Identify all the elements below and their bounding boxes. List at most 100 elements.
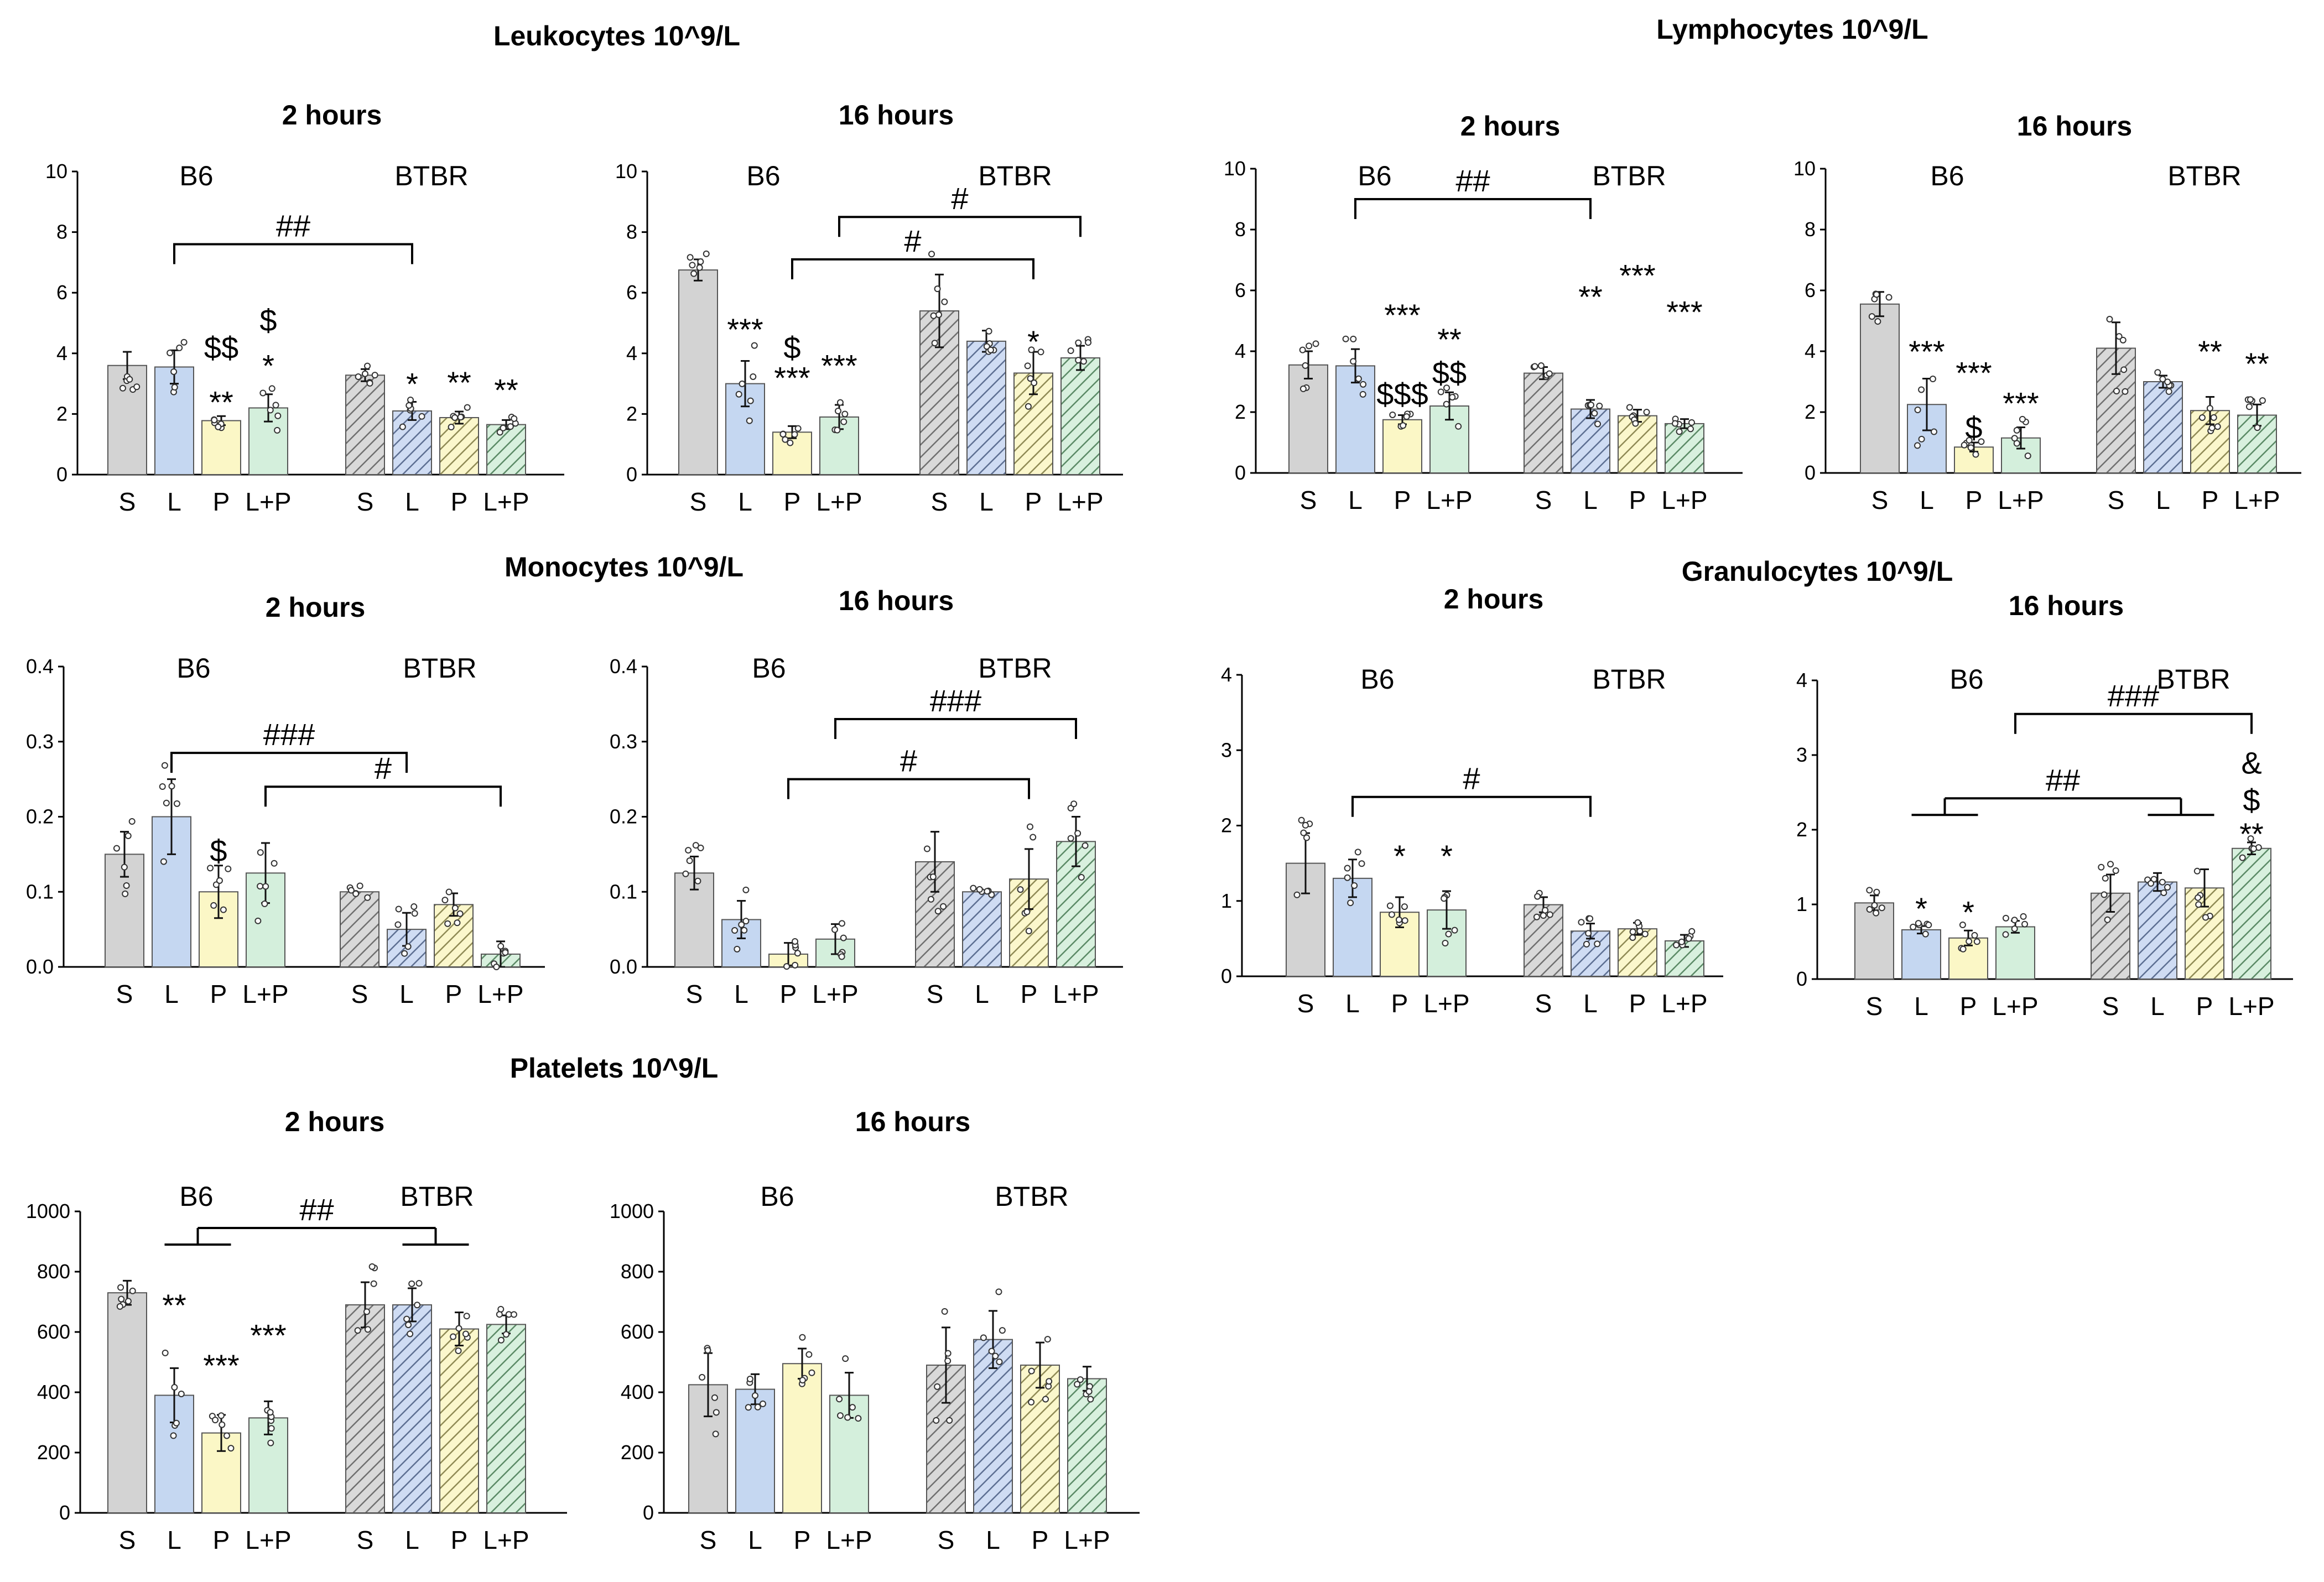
x-tick-label: L+P	[1423, 989, 1469, 1018]
data-point	[211, 417, 218, 424]
data-point	[2250, 845, 2257, 852]
significance-marker: $	[2243, 783, 2260, 818]
data-point	[1925, 922, 1932, 929]
data-point	[462, 1330, 469, 1338]
data-point	[254, 917, 262, 924]
data-point	[831, 926, 838, 933]
data-point	[1085, 339, 1092, 346]
bar-btbr-l	[973, 1339, 1013, 1513]
bracket	[170, 752, 408, 773]
bar-btbr-p	[1020, 1364, 1060, 1513]
data-point	[1443, 400, 1450, 408]
x-tick-label: S	[2102, 992, 2119, 1021]
panel-title: 2 hours	[285, 1106, 385, 1137]
x-tick-label: L+P	[1998, 486, 2044, 514]
data-point	[2159, 376, 2166, 383]
significance-marker: &	[2241, 746, 2261, 780]
data-point	[805, 1351, 813, 1358]
data-point	[935, 311, 942, 318]
data-point	[992, 1352, 999, 1360]
data-point	[934, 285, 941, 293]
x-tick-label: L	[1345, 989, 1360, 1018]
data-point	[493, 964, 500, 970]
bar-btbr-l	[962, 891, 1002, 967]
data-point	[1078, 874, 1085, 881]
x-tick-label: L	[167, 1526, 181, 1554]
x-tick-label: P	[1629, 486, 1646, 514]
x-tick-label: S	[931, 487, 948, 516]
data-point	[178, 1390, 185, 1397]
x-tick-label: P	[213, 487, 230, 516]
y-tick-label: 200	[621, 1441, 654, 1464]
data-point	[1533, 913, 1540, 920]
data-point	[268, 385, 275, 392]
data-point	[933, 1417, 940, 1424]
y-tick-label: 4	[1235, 340, 1246, 362]
data-point	[1451, 927, 1458, 934]
data-point	[207, 865, 214, 872]
x-tick-label: L+P	[1661, 486, 1707, 514]
data-point	[354, 1327, 361, 1334]
y-tick-label: 0.0	[610, 955, 637, 978]
y-tick-label: 4	[1796, 669, 1807, 691]
y-tick-label: 2	[1221, 814, 1232, 837]
data-point	[1400, 422, 1407, 429]
y-tick-label: 8	[1805, 218, 1816, 241]
group-label-btbr: BTBR	[1592, 664, 1666, 695]
data-point	[1537, 362, 1545, 370]
data-point	[1358, 860, 1365, 867]
data-point	[2154, 369, 2161, 376]
data-point	[930, 312, 937, 319]
group-label-b6: B6	[179, 1181, 213, 1212]
data-point	[454, 919, 461, 927]
data-point	[836, 1412, 844, 1419]
y-tick-label: 8	[56, 221, 67, 243]
group-label-b6: B6	[760, 1181, 794, 1212]
data-point	[1629, 934, 1636, 941]
data-point	[2101, 891, 2108, 898]
group-label-btbr: BTBR	[978, 160, 1052, 191]
bar-btbr-lpp	[486, 1324, 526, 1513]
x-tick-label: S	[357, 1526, 374, 1554]
bar-btbr-s	[340, 891, 379, 967]
y-tick-label: 8	[626, 221, 637, 243]
data-point	[745, 1404, 752, 1411]
data-point	[1023, 908, 1031, 915]
data-point	[2210, 414, 2217, 421]
y-tick-label: 0	[59, 1501, 70, 1524]
significance-marker: **	[2245, 346, 2269, 381]
data-point	[448, 423, 455, 430]
group-label-b6: B6	[746, 160, 780, 191]
data-point	[940, 903, 947, 910]
data-point	[928, 251, 935, 258]
data-point	[261, 900, 268, 907]
panel-lymphocytes-16h: 16 hours 0 2 4 6 8 10 B6 BTBR S L P L+P S L P L+P *** *** $…	[1793, 111, 2301, 514]
data-point	[782, 436, 789, 443]
data-point	[1027, 375, 1034, 382]
data-point	[403, 1315, 410, 1323]
x-tick-label: P	[1025, 487, 1042, 516]
data-point	[405, 1321, 412, 1329]
data-point	[999, 1327, 1006, 1334]
significance-marker: ***	[1909, 334, 1945, 369]
panel-title: 16 hours	[2017, 111, 2132, 142]
data-point	[844, 1414, 851, 1421]
section-title-monocytes: Monocytes 10^9/L	[505, 551, 744, 582]
x-tick-label: L+P	[245, 487, 291, 516]
data-point	[414, 1302, 421, 1309]
data-point	[996, 1358, 1003, 1365]
x-tick-label: L	[1920, 486, 1934, 514]
data-point	[682, 870, 689, 877]
data-point	[117, 1284, 124, 1291]
data-point	[451, 414, 459, 421]
data-point	[929, 873, 937, 881]
data-point	[754, 1403, 761, 1411]
bar-btbr-p	[439, 1328, 479, 1514]
panel-title: 16 hours	[855, 1106, 970, 1137]
data-point	[746, 1376, 753, 1383]
data-point	[1930, 428, 1937, 435]
x-tick-label: S	[927, 980, 944, 1008]
data-point	[1351, 882, 1358, 889]
data-point	[1403, 413, 1410, 420]
data-point	[934, 1383, 941, 1390]
